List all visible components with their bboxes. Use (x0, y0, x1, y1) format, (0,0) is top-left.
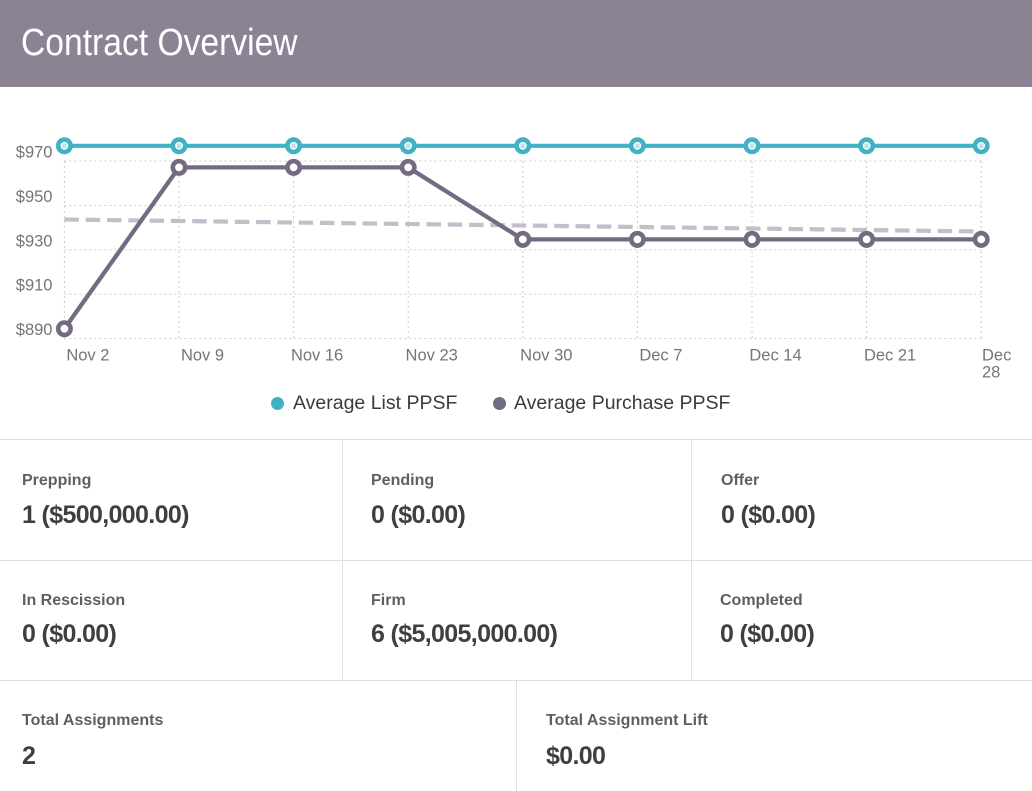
svg-text:$890: $890 (16, 321, 53, 339)
svg-text:Dec 21: Dec 21 (864, 346, 916, 364)
svg-text:Dec 14: Dec 14 (749, 346, 801, 364)
svg-text:$930: $930 (16, 232, 53, 250)
svg-text:Dec 7: Dec 7 (639, 346, 682, 364)
svg-text:$910: $910 (16, 277, 53, 295)
svg-text:28: 28 (982, 364, 1000, 382)
svg-text:Nov 16: Nov 16 (291, 346, 343, 364)
svg-text:Nov 30: Nov 30 (520, 346, 572, 364)
svg-text:$970: $970 (16, 144, 53, 162)
svg-text:Nov 23: Nov 23 (406, 346, 458, 364)
svg-text:Nov 2: Nov 2 (66, 346, 109, 364)
svg-text:Nov 9: Nov 9 (181, 346, 224, 364)
svg-text:Dec: Dec (982, 346, 1011, 364)
svg-text:$950: $950 (16, 188, 53, 206)
